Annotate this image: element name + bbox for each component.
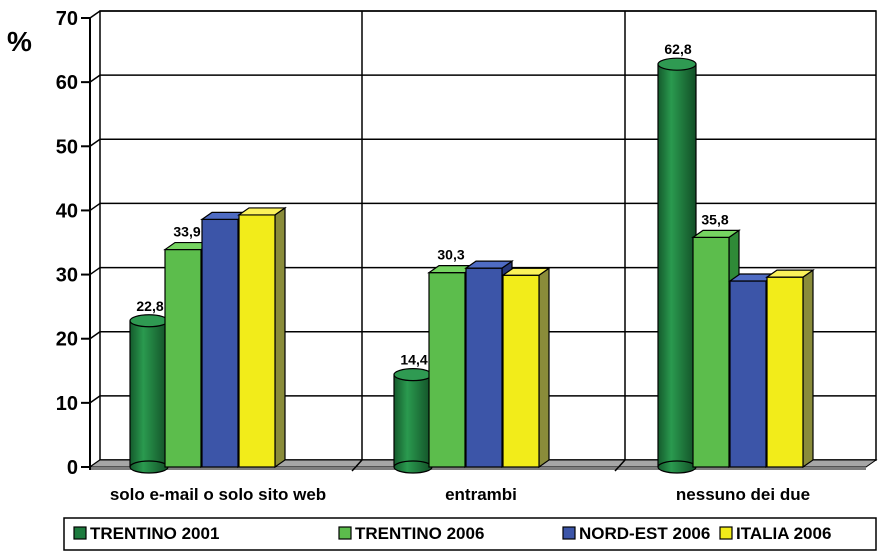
bar-base [129,460,169,474]
bar [393,368,433,474]
data-label: 62,8 [664,41,691,57]
bar-front [201,218,239,468]
gridline-side [89,331,101,340]
y-tick-label: 60 [56,72,78,94]
legend: TRENTINO 2001 TRENTINO 2006 NORD-EST 2006 I… [63,517,877,551]
y-tick-label: 40 [56,200,78,222]
bar-top [691,229,741,238]
bar-top [237,207,287,216]
bar-side [274,206,286,469]
bar-side [802,268,814,469]
legend-label: NORD-EST 2006 [579,524,710,543]
gridline-side [89,138,101,147]
legend-box [63,517,877,551]
legend-swatch [338,526,352,540]
bar-front [238,214,276,468]
y-tick-label: 50 [56,136,78,158]
bar-top [765,269,815,278]
gridline-side [89,74,101,83]
bar-front [428,272,466,468]
bars: 22,8 33,9 14,4 30,3 62,8 35,8 [129,41,815,474]
legend-swatch [719,526,733,540]
bar-front [729,280,767,468]
data-label: 30,3 [437,247,464,263]
floor-divider [614,459,626,472]
data-label: 35,8 [701,211,728,227]
floor-divider [351,459,363,472]
category-labels: solo e-mail o solo sito web entrambi nessu… [110,485,810,504]
legend-swatch [73,526,87,540]
bar-body [394,374,432,467]
legend-item: NORD-EST 2006 [562,524,710,543]
bar-base [393,460,433,474]
bar-body [130,320,168,467]
bar-front [465,267,503,468]
gridline-side [89,395,101,404]
floor-edge [90,467,866,470]
bar-base [657,460,697,474]
y-tick-label: 0 [67,457,78,479]
bar-side [538,267,550,469]
gridline-side [89,266,101,276]
y-axis: 0 10 20 30 40 50 60 70 [56,8,91,479]
x-category-label: solo e-mail o solo sito web [110,485,326,504]
data-label: 22,8 [136,298,163,314]
x-category-label: nessuno dei due [676,485,810,504]
legend-item: ITALIA 2006 [719,524,831,543]
bar [129,314,169,474]
gridline-side [89,10,101,19]
bar [657,57,697,474]
bar-top [129,314,169,328]
bar-front [502,274,540,468]
y-tick-label: 10 [56,393,78,415]
data-label: 14,4 [400,352,427,368]
legend-item: TRENTINO 2006 [338,524,484,543]
gridline-side [89,202,101,212]
bar-top [501,267,551,276]
bar-front [766,276,804,468]
bar-front [692,236,730,468]
y-tick-label: 70 [56,8,78,30]
bar-top [464,260,514,269]
data-label: 33,9 [173,224,200,240]
legend-label: ITALIA 2006 [736,524,831,543]
legend-item: TRENTINO 2001 [73,524,219,543]
bar-top [393,368,433,382]
x-category-label: entrambi [445,485,517,504]
legend-swatch [562,526,576,540]
bar-body [658,64,696,467]
bar [237,206,287,469]
unit-label: % [7,26,32,57]
legend-label: TRENTINO 2006 [355,524,484,543]
bar-top [657,57,697,71]
y-tick-label: 30 [56,265,78,287]
bar-front [164,248,202,468]
bar [501,267,551,469]
legend-label: TRENTINO 2001 [90,524,219,543]
y-tick-label: 20 [56,329,78,351]
bar [765,268,815,469]
